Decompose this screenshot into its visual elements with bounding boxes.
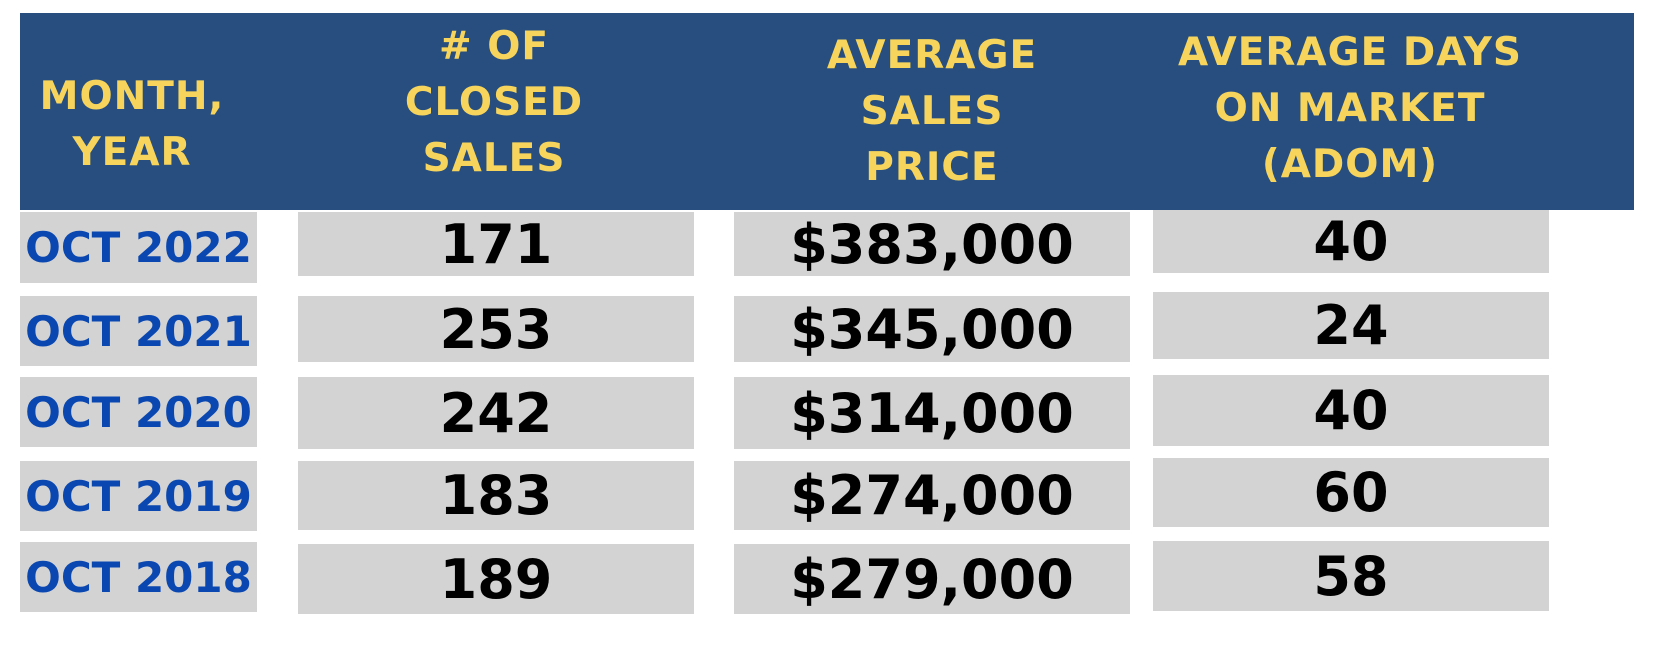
cell-closed-sales: 242 bbox=[298, 377, 694, 449]
cell-closed-sales: 171 bbox=[298, 212, 694, 276]
header-closed-sales: # OF CLOSED SALES bbox=[294, 20, 694, 185]
cell-adom: 60 bbox=[1153, 458, 1549, 527]
cell-adom: 58 bbox=[1153, 541, 1549, 611]
cell-month: OCT 2021 bbox=[20, 296, 257, 366]
cell-closed-sales: 183 bbox=[298, 461, 694, 530]
header-line: MONTH, bbox=[39, 74, 225, 119]
header-avg-price: AVERAGE SALES PRICE bbox=[732, 32, 1132, 192]
cell-adom: 40 bbox=[1153, 210, 1549, 273]
cell-month: OCT 2020 bbox=[20, 377, 257, 447]
header-line: ON MARKET bbox=[1214, 86, 1486, 131]
cell-month: OCT 2022 bbox=[20, 212, 257, 283]
cell-closed-sales: 253 bbox=[298, 296, 694, 362]
header-month: MONTH, YEAR bbox=[0, 70, 332, 180]
header-line: SALES bbox=[860, 89, 1004, 134]
cell-avg-price: $345,000 bbox=[734, 296, 1130, 362]
header-line: YEAR bbox=[72, 130, 192, 175]
table-header bbox=[20, 13, 1634, 210]
cell-avg-price: $314,000 bbox=[734, 377, 1130, 449]
cell-month: OCT 2019 bbox=[20, 461, 257, 531]
header-line: SALES bbox=[422, 135, 566, 181]
header-line: CLOSED bbox=[404, 79, 584, 125]
cell-adom: 24 bbox=[1153, 292, 1549, 359]
cell-month: OCT 2018 bbox=[20, 542, 257, 612]
cell-avg-price: $279,000 bbox=[734, 544, 1130, 614]
header-adom: AVERAGE DAYS ON MARKET (ADOM) bbox=[1150, 28, 1550, 190]
cell-closed-sales: 189 bbox=[298, 544, 694, 614]
cell-adom: 40 bbox=[1153, 375, 1549, 446]
header-line: (ADOM) bbox=[1261, 142, 1439, 187]
header-line: AVERAGE bbox=[826, 33, 1038, 78]
cell-avg-price: $274,000 bbox=[734, 461, 1130, 530]
header-line: AVERAGE DAYS bbox=[1178, 30, 1522, 75]
cell-avg-price: $383,000 bbox=[734, 212, 1130, 276]
header-line: PRICE bbox=[865, 145, 999, 190]
header-line: # OF bbox=[438, 23, 550, 69]
